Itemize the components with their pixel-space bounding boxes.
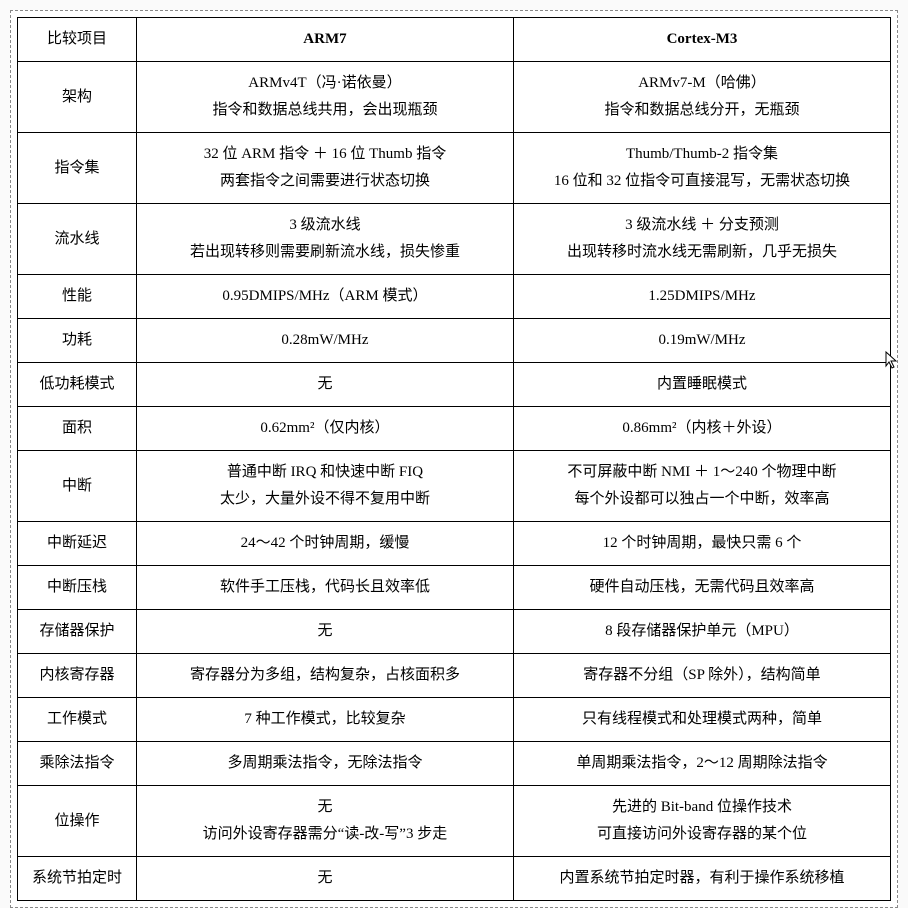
row-cortex: 先进的 Bit-band 位操作技术 可直接访问外设寄存器的某个位 [513, 786, 890, 857]
table-row: 中断延迟24～42 个时钟周期，缓慢12 个时钟周期，最快只需 6 个 [18, 522, 891, 566]
table-row: 乘除法指令多周期乘法指令，无除法指令单周期乘法指令，2～12 周期除法指令 [18, 742, 891, 786]
row-arm7: 软件手工压栈，代码长且效率低 [136, 566, 513, 610]
header-arm7: ARM7 [136, 18, 513, 62]
row-arm7: 0.95DMIPS/MHz（ARM 模式） [136, 275, 513, 319]
row-arm7: 无 [136, 610, 513, 654]
row-cortex: 硬件自动压栈，无需代码且效率高 [513, 566, 890, 610]
row-label: 中断延迟 [18, 522, 137, 566]
row-label: 工作模式 [18, 698, 137, 742]
table-row: 面积0.62mm²（仅内核）0.86mm²（内核＋外设） [18, 407, 891, 451]
row-cortex: 只有线程模式和处理模式两种，简单 [513, 698, 890, 742]
row-label: 位操作 [18, 786, 137, 857]
row-cortex: ARMv7-M（哈佛） 指令和数据总线分开，无瓶颈 [513, 62, 890, 133]
row-label: 功耗 [18, 319, 137, 363]
comparison-table: 比较项目 ARM7 Cortex-M3 架构ARMv4T（冯·诺依曼） 指令和数… [17, 17, 891, 901]
row-arm7: 无 访问外设寄存器需分“读-改-写”3 步走 [136, 786, 513, 857]
table-row: 性能0.95DMIPS/MHz（ARM 模式）1.25DMIPS/MHz [18, 275, 891, 319]
table-row: 架构ARMv4T（冯·诺依曼） 指令和数据总线共用，会出现瓶颈ARMv7-M（哈… [18, 62, 891, 133]
row-label: 低功耗模式 [18, 363, 137, 407]
row-arm7: 24～42 个时钟周期，缓慢 [136, 522, 513, 566]
row-label: 面积 [18, 407, 137, 451]
table-row: 系统节拍定时无内置系统节拍定时器，有利于操作系统移植 [18, 857, 891, 901]
row-arm7: 无 [136, 857, 513, 901]
row-arm7: 0.28mW/MHz [136, 319, 513, 363]
row-label: 内核寄存器 [18, 654, 137, 698]
row-label: 指令集 [18, 133, 137, 204]
row-label: 乘除法指令 [18, 742, 137, 786]
row-cortex: 内置系统节拍定时器，有利于操作系统移植 [513, 857, 890, 901]
table-row: 位操作无 访问外设寄存器需分“读-改-写”3 步走先进的 Bit-band 位操… [18, 786, 891, 857]
table-row: 低功耗模式无内置睡眠模式 [18, 363, 891, 407]
header-cortex: Cortex-M3 [513, 18, 890, 62]
row-cortex: 12 个时钟周期，最快只需 6 个 [513, 522, 890, 566]
row-arm7: 无 [136, 363, 513, 407]
row-label: 存储器保护 [18, 610, 137, 654]
header-compare: 比较项目 [18, 18, 137, 62]
table-row: 功耗0.28mW/MHz0.19mW/MHz [18, 319, 891, 363]
table-row: 指令集32 位 ARM 指令 ＋ 16 位 Thumb 指令 两套指令之间需要进… [18, 133, 891, 204]
table-row: 存储器保护无8 段存储器保护单元（MPU） [18, 610, 891, 654]
row-cortex: 不可屏蔽中断 NMI ＋ 1～240 个物理中断 每个外设都可以独占一个中断，效… [513, 451, 890, 522]
row-label: 流水线 [18, 204, 137, 275]
row-arm7: 0.62mm²（仅内核） [136, 407, 513, 451]
table-row: 中断普通中断 IRQ 和快速中断 FIQ 太少，大量外设不得不复用中断不可屏蔽中… [18, 451, 891, 522]
row-arm7: 7 种工作模式，比较复杂 [136, 698, 513, 742]
row-cortex: 0.19mW/MHz [513, 319, 890, 363]
row-cortex: 8 段存储器保护单元（MPU） [513, 610, 890, 654]
table-row: 工作模式7 种工作模式，比较复杂只有线程模式和处理模式两种，简单 [18, 698, 891, 742]
table-row: 流水线3 级流水线 若出现转移则需要刷新流水线，损失惨重3 级流水线 ＋ 分支预… [18, 204, 891, 275]
row-label: 中断压栈 [18, 566, 137, 610]
table-container: 比较项目 ARM7 Cortex-M3 架构ARMv4T（冯·诺依曼） 指令和数… [10, 10, 898, 908]
row-cortex: 单周期乘法指令，2～12 周期除法指令 [513, 742, 890, 786]
row-cortex: 1.25DMIPS/MHz [513, 275, 890, 319]
row-arm7: 多周期乘法指令，无除法指令 [136, 742, 513, 786]
row-label: 架构 [18, 62, 137, 133]
table-row: 中断压栈软件手工压栈，代码长且效率低硬件自动压栈，无需代码且效率高 [18, 566, 891, 610]
row-cortex: 0.86mm²（内核＋外设） [513, 407, 890, 451]
row-label: 系统节拍定时 [18, 857, 137, 901]
row-cortex: Thumb/Thumb-2 指令集 16 位和 32 位指令可直接混写，无需状态… [513, 133, 890, 204]
row-cortex: 3 级流水线 ＋ 分支预测 出现转移时流水线无需刷新，几乎无损失 [513, 204, 890, 275]
row-cortex: 内置睡眠模式 [513, 363, 890, 407]
row-arm7: 3 级流水线 若出现转移则需要刷新流水线，损失惨重 [136, 204, 513, 275]
row-arm7: ARMv4T（冯·诺依曼） 指令和数据总线共用，会出现瓶颈 [136, 62, 513, 133]
row-arm7: 普通中断 IRQ 和快速中断 FIQ 太少，大量外设不得不复用中断 [136, 451, 513, 522]
row-label: 性能 [18, 275, 137, 319]
row-cortex: 寄存器不分组（SP 除外），结构简单 [513, 654, 890, 698]
table-header-row: 比较项目 ARM7 Cortex-M3 [18, 18, 891, 62]
table-row: 内核寄存器寄存器分为多组，结构复杂，占核面积多寄存器不分组（SP 除外），结构简… [18, 654, 891, 698]
row-arm7: 寄存器分为多组，结构复杂，占核面积多 [136, 654, 513, 698]
row-arm7: 32 位 ARM 指令 ＋ 16 位 Thumb 指令 两套指令之间需要进行状态… [136, 133, 513, 204]
table-body: 架构ARMv4T（冯·诺依曼） 指令和数据总线共用，会出现瓶颈ARMv7-M（哈… [18, 62, 891, 901]
row-label: 中断 [18, 451, 137, 522]
